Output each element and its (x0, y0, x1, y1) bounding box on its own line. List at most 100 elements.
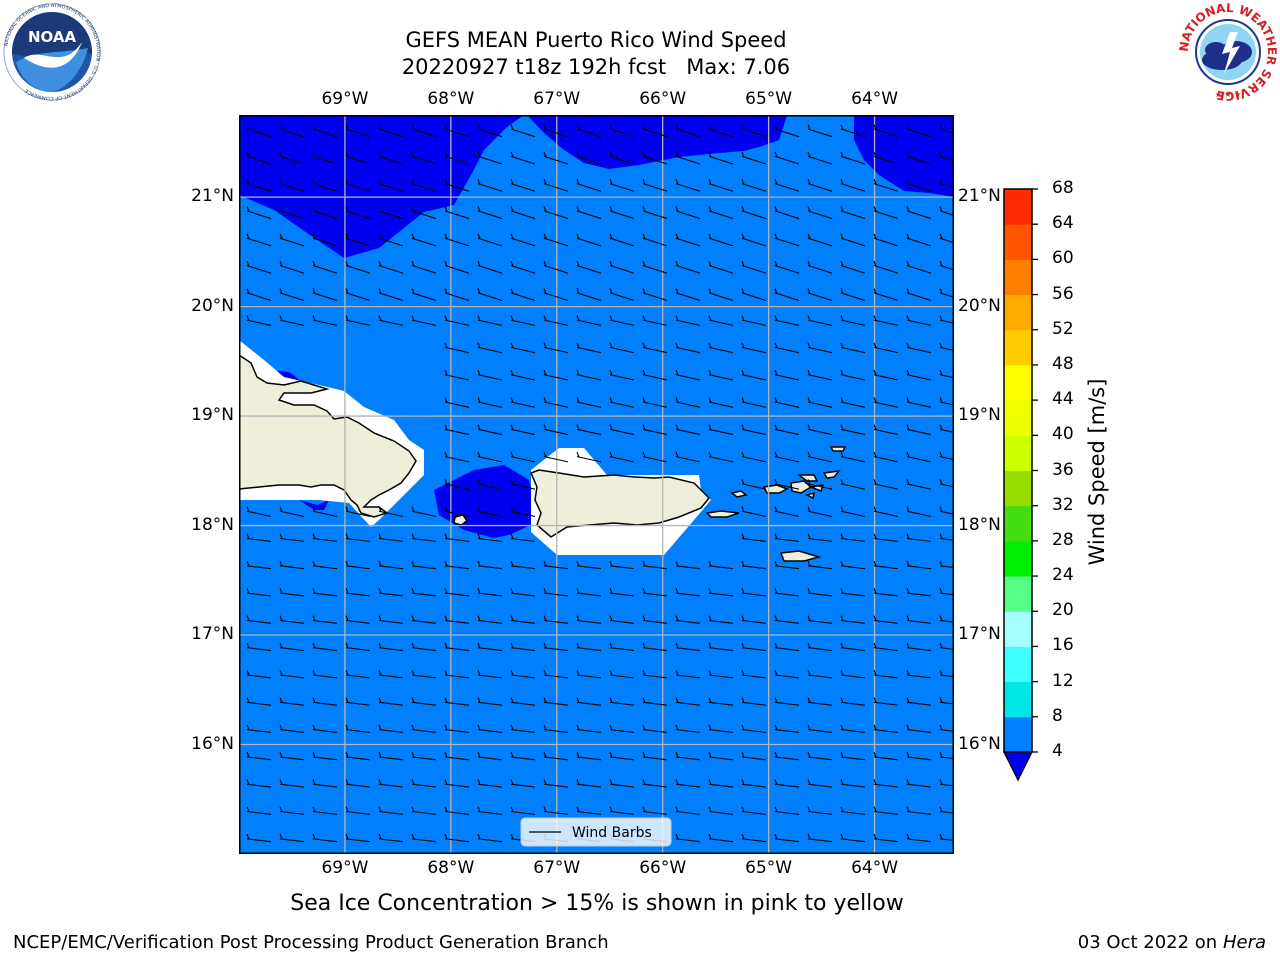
wind-barb (576, 670, 602, 679)
wind-barb (543, 424, 569, 436)
wind-barb (741, 697, 767, 706)
colorbar (1002, 188, 1038, 782)
wind-barb (741, 451, 767, 463)
wind-barb (906, 670, 932, 679)
wind-barb (543, 342, 569, 354)
wind-barb (840, 588, 866, 597)
wind-barb (708, 833, 734, 843)
wind-barb (246, 179, 272, 192)
wind-barb (741, 233, 767, 247)
wind-barb (510, 560, 536, 570)
colorbar-tick-label-16: 16 (1052, 635, 1074, 656)
wind-barb (774, 779, 800, 788)
wind-barb (378, 833, 404, 843)
colorbar-tick-label-24: 24 (1052, 565, 1074, 586)
wind-barb (279, 260, 305, 274)
colorbar-label: Wind Speed [m/s] (1085, 378, 1109, 566)
lon-tick-top-4: 65°W (745, 89, 793, 109)
wind-barb (774, 751, 800, 761)
wind-barb (675, 260, 701, 274)
wind-barb (840, 179, 866, 192)
wind-barb (609, 233, 635, 247)
wind-barb (642, 670, 668, 679)
wind-barb (444, 288, 470, 302)
wind-barb (906, 342, 932, 354)
wind-barb (378, 806, 404, 815)
wind-barb (609, 560, 635, 570)
wind-barb (510, 615, 536, 624)
wind-barb (939, 588, 954, 596)
wind-barb (510, 751, 536, 761)
wind-barb (378, 206, 404, 220)
lon-tick-bottom-1: 68°W (427, 858, 475, 878)
wind-barb (675, 342, 701, 354)
wind-barb (708, 697, 734, 706)
wind-barb (906, 806, 932, 815)
wind-barb (312, 533, 338, 542)
wind-barb (807, 724, 833, 734)
wind-barb (411, 833, 437, 843)
wind-barb (741, 615, 767, 624)
wind-barb (774, 724, 800, 734)
wind-barb (741, 342, 767, 354)
colorbar-tick-label-4: 4 (1052, 741, 1063, 761)
wind-barb (378, 724, 404, 734)
wind-barb (477, 479, 503, 490)
wind-barb (939, 151, 954, 162)
wind-barb (906, 697, 932, 706)
wind-barb (378, 751, 404, 761)
wind-barb (444, 751, 470, 761)
wind-barb (708, 151, 734, 165)
wind-barb (246, 506, 272, 518)
wind-barb (873, 179, 899, 192)
wind-barb (939, 288, 954, 298)
wind-barb (477, 424, 503, 436)
noaa-logo: NOAA NATIONAL OCEANIC AND ATMOSPHERIC AD… (3, 3, 101, 101)
wind-barb (939, 642, 954, 650)
wind-barb (939, 260, 954, 271)
wind-barb (444, 779, 470, 788)
wind-barb (840, 233, 866, 247)
wind-barb (279, 206, 305, 220)
wind-barb (906, 506, 932, 518)
wind-barb (807, 560, 833, 570)
wind-barb (444, 642, 470, 652)
wind-barb (675, 233, 701, 247)
wind-barb (741, 288, 767, 302)
wind-barb (708, 642, 734, 652)
wind-barb (510, 342, 536, 354)
wind-barb (741, 369, 767, 381)
wind-barb (675, 206, 701, 220)
wind-barb (642, 233, 668, 247)
wind-barb (444, 124, 470, 138)
wind-barb (246, 806, 272, 815)
wind-barb (741, 533, 767, 542)
wind-barb (444, 315, 470, 326)
wind-barb (576, 451, 602, 463)
wind-barb (543, 724, 569, 734)
wind-barb (543, 151, 569, 165)
wind-barb (840, 397, 866, 408)
wind-barb (807, 642, 833, 652)
colorbar-tick-label-20: 20 (1052, 600, 1074, 621)
wind-barb (774, 342, 800, 354)
wind-barb (345, 779, 371, 788)
wind-barb (873, 369, 899, 381)
wind-barb (642, 560, 668, 570)
wind-barb (774, 670, 800, 679)
wind-barb (807, 206, 833, 220)
wind-barb (312, 179, 338, 192)
wind-barb (741, 315, 767, 326)
wind-barb (906, 206, 932, 220)
wind-barb (939, 560, 954, 569)
wind-barb (906, 588, 932, 597)
wind-barb (411, 670, 437, 679)
wind-barb (246, 151, 272, 165)
colorbar-segment-64 (1004, 189, 1032, 225)
colorbar-segment-8 (1004, 681, 1032, 718)
wind-barb (675, 424, 701, 436)
wind-barb (741, 751, 767, 761)
wind-barb (411, 806, 437, 815)
wind-barb (906, 233, 932, 247)
wind-barb (906, 179, 932, 192)
